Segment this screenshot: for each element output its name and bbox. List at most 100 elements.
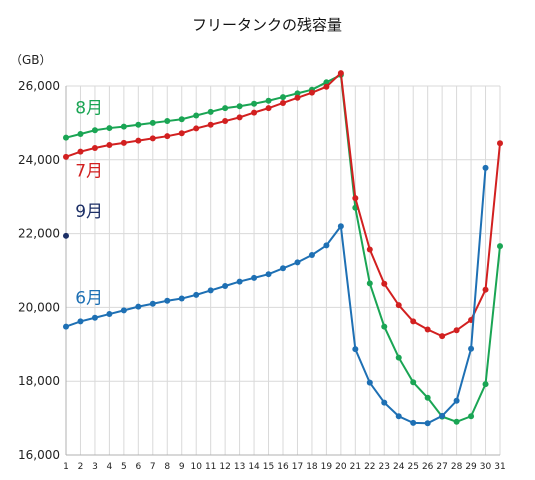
data-point [395,354,402,361]
data-point [366,280,373,287]
x-tick-label: 10 [190,462,202,472]
data-point [381,280,388,287]
data-point [410,379,417,386]
data-point [106,125,113,132]
data-point [178,130,185,137]
data-point [308,252,315,259]
data-point [308,89,315,96]
data-point [395,413,402,420]
data-point [352,195,359,202]
x-tick-label: 27 [436,462,447,472]
data-point [63,323,69,330]
data-point [337,70,344,77]
data-point [91,144,98,151]
series-8月 [63,71,503,425]
data-point [77,148,84,155]
data-point [207,121,214,128]
data-point [135,137,142,144]
series-6月 [63,164,489,427]
data-point [453,397,460,404]
data-point [482,286,489,293]
data-point [280,94,286,101]
data-point [424,326,431,333]
data-point [120,139,127,146]
data-point [193,291,200,298]
data-point [77,130,84,137]
x-tick-label: 31 [494,462,505,472]
data-point [381,399,388,406]
x-tick-label: 7 [150,462,156,472]
x-tick-label: 24 [393,462,405,472]
x-tick-label: 5 [121,462,127,472]
data-point [91,314,98,321]
data-point [236,278,243,285]
data-point [149,300,156,307]
data-point [193,125,200,132]
data-point [366,246,373,253]
y-tick-label: 18,000 [18,374,60,388]
data-point [222,118,229,125]
data-point [164,297,171,304]
x-tick-label: 17 [292,462,303,472]
x-tick-label: 20 [335,462,347,472]
grid-lines [65,85,501,456]
data-point [207,287,214,294]
data-point [468,413,475,420]
x-tick-label: 23 [379,462,390,472]
data-point [178,116,185,123]
data-point [106,311,113,318]
data-point [265,97,272,104]
data-point [497,243,503,250]
data-point [193,112,200,119]
data-point [63,134,69,141]
y-tick-label: 16,000 [18,448,60,462]
y-tick-label: 26,000 [18,79,60,93]
series-7月 [63,70,503,340]
series-line [65,167,487,425]
chart-title: フリータンクの残容量 [192,16,342,34]
x-tick-label: 11 [205,462,216,472]
data-point [294,259,301,266]
data-point [91,127,98,134]
x-tick-label: 22 [364,462,375,472]
data-point [352,346,359,353]
x-tick-label: 2 [78,462,84,472]
data-point [424,394,431,401]
x-tick-label: 4 [107,462,113,472]
x-tick-label: 28 [451,462,463,472]
data-point [135,121,142,128]
data-point [482,164,489,171]
data-point [280,265,286,272]
series-9月 [63,232,69,239]
y-tick-label: 20,000 [18,300,60,314]
data-point [439,333,446,340]
x-tick-label: 12 [219,462,230,472]
data-point [439,412,446,419]
x-tick-label: 3 [92,462,98,472]
series-label: 8月 [75,99,103,119]
data-point [453,418,460,425]
data-point [265,271,272,278]
x-tick-label: 21 [350,462,361,472]
data-point [77,318,84,325]
data-point [251,100,258,107]
data-point [424,420,431,427]
y-tick-label: 24,000 [18,153,60,167]
x-tick-label: 9 [179,462,185,472]
data-point [236,114,243,121]
data-point [120,123,127,130]
data-point [251,274,258,281]
data-point [337,223,344,230]
series-label: 9月 [75,202,103,222]
data-point [236,103,243,110]
series-lines [63,70,503,427]
y-tick-label: 22,000 [18,227,60,241]
x-tick-label: 18 [306,462,318,472]
x-tick-label: 29 [465,462,477,472]
series-label: 6月 [75,289,103,309]
x-tick-label: 19 [321,462,333,472]
data-point [323,242,330,249]
y-axis-unit-label: （GB） [10,53,52,67]
x-tick-label: 30 [480,462,492,472]
